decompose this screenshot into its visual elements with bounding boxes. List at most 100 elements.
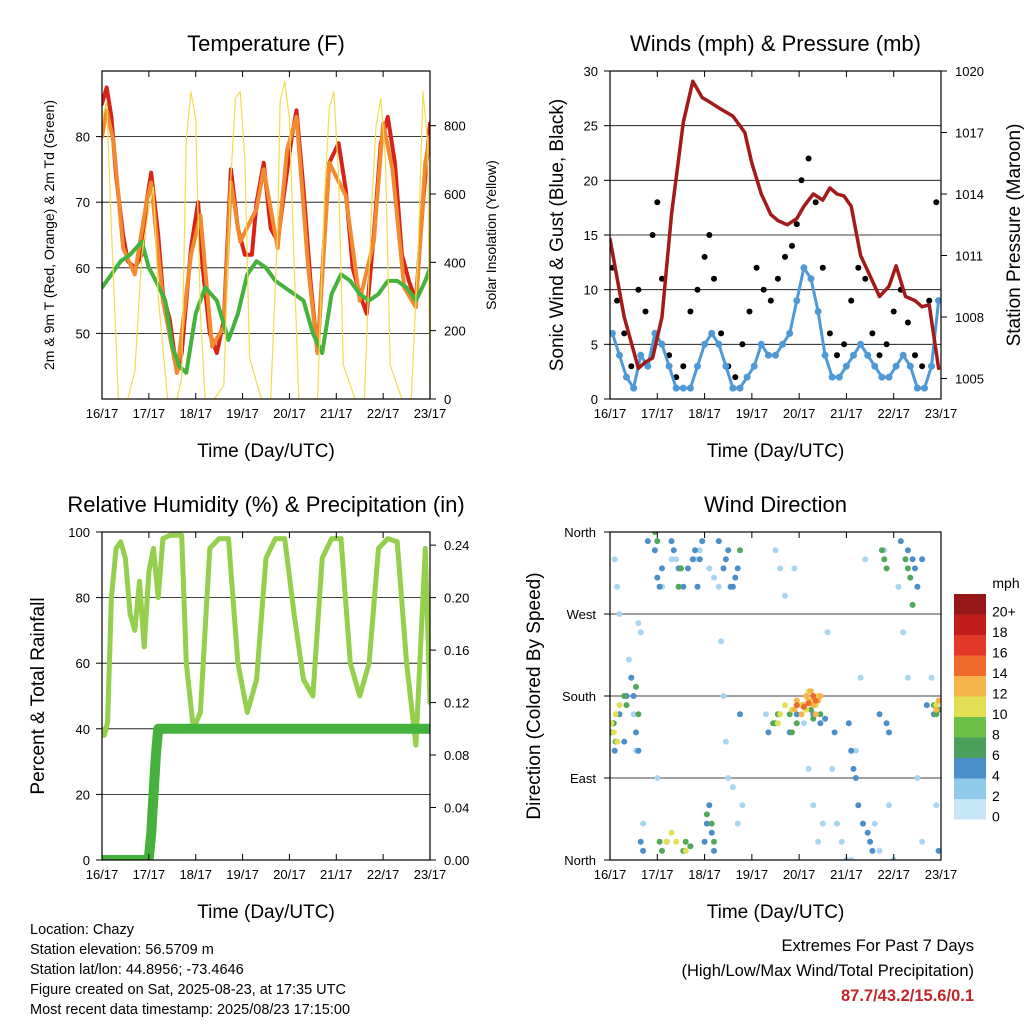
data-point [732,374,739,381]
y-tick-label: 60 [76,656,90,671]
data-point [869,330,876,337]
y2-axis-label: Station Pressure (Maroon) [1004,124,1024,347]
data-point [670,547,677,554]
x-tick-label: 23/17 [414,867,447,882]
data-point [817,693,824,699]
data-point [616,702,623,709]
data-point [708,820,715,827]
y2-tick-label: 800 [444,119,466,134]
chart-2: 16/17 17/17 18/17 19/17 20/17 21/17 22/17 23/17… [547,31,1024,462]
x-tick-label: 22/17 [367,867,400,882]
data-point [729,784,736,791]
data-point [682,847,689,854]
data-point [848,747,855,754]
chart-title: Temperature (F) [187,31,345,56]
data-point [711,847,717,854]
data-point [819,264,826,271]
data-point [635,747,642,754]
data-point [616,611,623,617]
y-tick-label: 15 [584,228,598,243]
data-point [800,720,807,727]
data-point [793,697,800,704]
legend-label: 20+ [992,603,1016,619]
data-point [793,711,800,718]
data-point [694,583,701,590]
data-point [782,253,788,260]
series-line-precipitation [102,723,430,860]
data-point [789,242,795,249]
series-line-rh [102,532,430,748]
y-tick-label: South [562,689,596,704]
data-point [914,583,921,590]
data-point [659,565,665,572]
y-tick-label: East [570,771,596,786]
data-point [685,565,691,572]
y-tick-label: 25 [584,119,598,134]
data-point [703,820,710,827]
data-point [798,177,805,184]
data-point [628,363,635,370]
y2-tick-label: 0 [444,392,451,407]
data-point [635,711,642,718]
legend-label: 18 [992,624,1008,640]
legend-label: 0 [992,808,1000,824]
y-tick-label: North [564,853,596,868]
data-point [715,583,722,590]
location-text: Location: Chazy [30,922,134,938]
data-point [777,565,784,572]
data-point [725,775,732,781]
data-point [680,583,687,590]
data-point [774,720,781,727]
data-point [822,715,829,722]
data-point [706,565,713,572]
extremes-subtitle: (High/Low/Max Wind/Total Precipitation) [681,962,974,980]
data-point [656,583,663,590]
data-point [687,843,694,850]
data-point [919,363,926,370]
data-point [912,565,918,572]
data-point [640,847,647,854]
data-point [734,565,741,572]
y-tick-label: 0 [591,392,598,407]
y2-tick-label: 1014 [955,187,984,202]
data-point [637,629,644,636]
legend-label: 6 [992,747,1000,763]
y-axis-label: Percent & Total Rainfall [28,597,49,794]
data-point [786,711,793,718]
data-point [855,802,862,809]
legend-swatch [954,594,986,615]
x-tick-label: 21/17 [830,867,863,882]
data-point [904,319,911,326]
data-point [675,583,682,590]
legend-swatch [954,655,986,676]
y-tick-label: 70 [76,195,90,210]
data-point [904,674,911,681]
x-tick-label: 22/17 [877,867,910,882]
data-point [876,847,883,854]
x-tick-label: 19/17 [736,867,769,882]
data-point [746,308,753,315]
data-point [805,765,812,772]
data-point [848,857,855,860]
series-group [610,532,941,860]
series-group [102,532,430,860]
data-point [860,820,866,827]
data-point [633,729,639,736]
data-point [869,847,876,854]
data-point [909,556,916,563]
x-tick-label: 17/17 [133,406,166,421]
x-tick-label: 18/17 [688,867,721,882]
station-info: Location: Chazy Station elevation: 56.57… [30,920,350,1020]
data-point [610,729,617,736]
x-tick-label: 19/17 [736,406,769,421]
x-tick-label: 23/17 [925,406,958,421]
data-point [711,574,717,581]
data-point [912,352,918,359]
x-tick-label: 21/17 [830,406,863,421]
x-tick-label: 18/17 [179,867,212,882]
data-point [805,700,812,707]
data-point [640,820,647,827]
x-tick-label: 16/17 [594,867,627,882]
chart-1: 16/17 17/17 18/17 19/17 20/17 21/17 22/17 23/17… [41,31,499,462]
y-tick-label: 10 [584,283,598,298]
